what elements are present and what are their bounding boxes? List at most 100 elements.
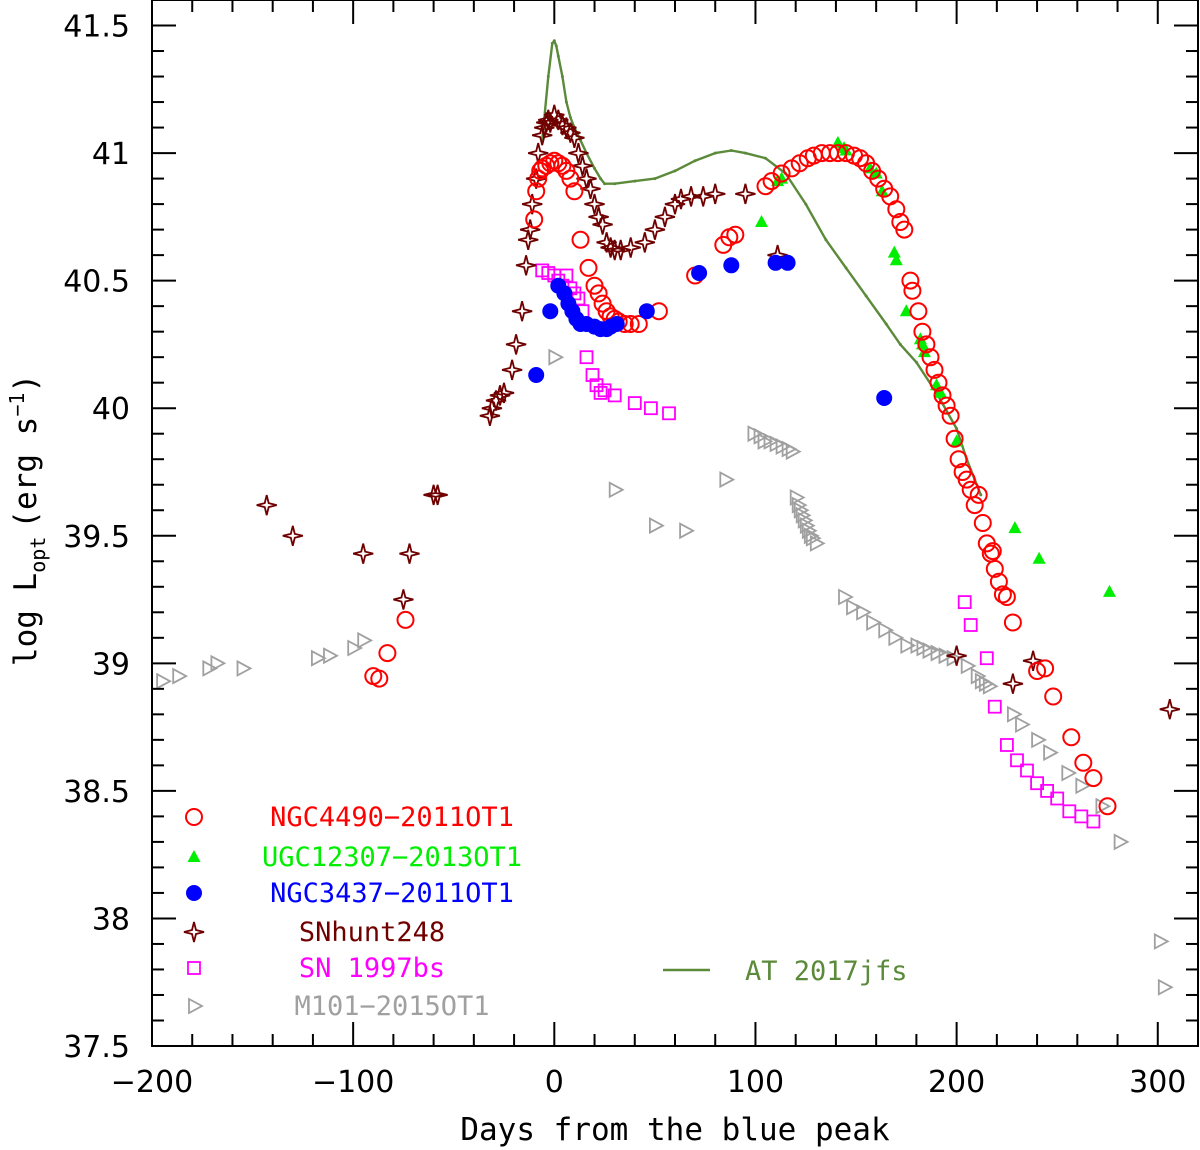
data-point-ngc4490-2011ot1 xyxy=(1028,662,1047,680)
data-point-ngc4490-2011ot1 xyxy=(983,542,1002,561)
data-point-m101-2015ot1 xyxy=(793,501,810,519)
data-point-ngc4490-2011ot1 xyxy=(901,271,920,290)
data-point-m101-2015ot1 xyxy=(866,613,882,632)
data-point-ugc12307-2013ot1 xyxy=(887,245,901,258)
data-point-ngc4490-2011ot1 xyxy=(579,258,598,277)
data-point-m101-2015ot1 xyxy=(785,443,802,461)
legend-label: NGC3437−2011OT1 xyxy=(270,878,514,909)
y-axis-label-subscript: opt xyxy=(26,537,50,573)
data-point-snhunt248 xyxy=(521,193,543,215)
data-point-ugc12307-2013ot1 xyxy=(755,215,768,227)
data-point-ngc4490-2011ot1 xyxy=(565,182,584,201)
data-point-m101-2015ot1 xyxy=(357,631,374,649)
data-point-ngc3437-2011ot1 xyxy=(876,390,893,406)
data-point-ngc4490-2011ot1 xyxy=(969,485,988,504)
data-point-sn-1997bs xyxy=(1010,753,1024,768)
data-point-at-2017jfs xyxy=(884,322,888,326)
data-point-m101-2015ot1 xyxy=(649,517,665,535)
data-point-at-2017jfs xyxy=(554,44,558,48)
legend-item-m101-2015ot1: M101−2015OT1 xyxy=(188,991,490,1022)
data-point-ugc12307-2013ot1 xyxy=(889,253,903,266)
data-point-snhunt248 xyxy=(1002,673,1024,694)
data-point-ngc3437-2011ot1 xyxy=(638,303,655,320)
y-tick-label: 41.5 xyxy=(63,10,130,45)
x-tick-label: 200 xyxy=(928,1065,985,1100)
data-point-ngc4490-2011ot1 xyxy=(529,169,548,188)
data-point-m101-2015ot1 xyxy=(1007,705,1023,723)
legend-marker xyxy=(185,808,203,826)
data-point-snhunt248 xyxy=(572,155,593,177)
data-point-ngc4490-2011ot1 xyxy=(941,406,960,425)
data-point-ngc4490-2011ot1 xyxy=(1062,728,1081,747)
data-point-ugc12307-2013ot1 xyxy=(1032,551,1046,564)
y-tick-label: 41 xyxy=(92,137,130,172)
data-point-snhunt248 xyxy=(644,219,666,240)
legend-marker xyxy=(183,921,205,943)
data-point-at-2017jfs xyxy=(804,202,808,206)
data-point-m101-2015ot1 xyxy=(1061,764,1078,782)
data-point-snhunt248 xyxy=(654,206,676,228)
data-point-snhunt248 xyxy=(580,178,601,200)
data-point-snhunt248 xyxy=(505,334,527,355)
data-point-snhunt248 xyxy=(282,525,304,547)
data-point-sn-1997bs xyxy=(1000,738,1014,752)
data-point-snhunt248 xyxy=(692,186,714,207)
legend-label: SNhunt248 xyxy=(299,917,445,948)
data-point-ngc4490-2011ot1 xyxy=(965,496,984,515)
data-point-m101-2015ot1 xyxy=(900,636,917,655)
data-point-snhunt248 xyxy=(517,229,539,251)
x-tick-labels: −200 −100 0 100 200 300 xyxy=(111,1065,1187,1100)
data-point-ngc3437-2011ot1 xyxy=(767,254,784,271)
data-point-ngc4490-2011ot1 xyxy=(997,588,1016,606)
data-point-m101-2015ot1 xyxy=(1031,731,1047,749)
legend-marker xyxy=(186,885,202,901)
data-point-at-2017jfs xyxy=(550,41,554,45)
data-point-ngc4490-2011ot1 xyxy=(887,200,906,219)
legend-label: UGC12307−2013OT1 xyxy=(262,842,522,873)
data-point-at-2017jfs xyxy=(743,151,747,155)
data-point-sn-1997bs xyxy=(589,378,604,393)
data-point-snhunt248 xyxy=(501,359,523,381)
data-point-at-2017jfs xyxy=(713,151,717,155)
y-tick-labels: 37.5 38 38.5 39 39.5 40 40.5 41 41.5 xyxy=(63,10,130,1065)
y-tick-label: 39.5 xyxy=(63,520,130,555)
legend-marker xyxy=(187,961,201,975)
y-tick-label: 40.5 xyxy=(63,265,130,300)
series-at-2017jfs xyxy=(540,39,983,497)
data-point-sn-1997bs xyxy=(963,618,978,632)
legend-item-snhunt248: SNhunt248 xyxy=(183,917,445,948)
data-point-at-2017jfs xyxy=(603,182,607,186)
data-point-ngc4490-2011ot1 xyxy=(921,348,940,367)
data-point-at-2017jfs xyxy=(560,75,564,78)
data-point-ngc4490-2011ot1 xyxy=(1044,687,1063,706)
data-point-m101-2015ot1 xyxy=(202,659,219,677)
data-point-snhunt248 xyxy=(946,645,967,666)
data-point-ngc4490-2011ot1 xyxy=(933,386,952,405)
data-point-m101-2015ot1 xyxy=(791,496,808,514)
data-point-at-2017jfs xyxy=(653,177,657,181)
data-point-sn-1997bs xyxy=(662,406,676,421)
data-point-at-2017jfs xyxy=(764,156,767,160)
data-point-at-2017jfs xyxy=(633,179,637,183)
data-point-sn-1997bs xyxy=(957,595,972,609)
y-axis-label-superscript: −1 xyxy=(5,393,29,417)
data-point-at-2017jfs xyxy=(564,100,568,104)
data-point-snhunt248 xyxy=(519,219,541,240)
legend-label: AT 2017jfs xyxy=(745,956,908,987)
legend-item-at-2017jfs: AT 2017jfs xyxy=(663,956,908,987)
y-tick-label: 38.5 xyxy=(63,775,130,810)
data-point-snhunt248 xyxy=(515,255,537,276)
data-point-m101-2015ot1 xyxy=(878,621,895,639)
data-point-m101-2015ot1 xyxy=(1113,833,1130,851)
data-point-m101-2015ot1 xyxy=(608,481,625,499)
data-point-at-2017jfs xyxy=(568,115,572,119)
data-point-ngc3437-2011ot1 xyxy=(608,316,625,332)
data-point-snhunt248 xyxy=(423,484,444,506)
data-point-ngc4490-2011ot1 xyxy=(869,169,888,188)
legend-item-ngc4490-2011ot1: NGC4490−2011OT1 xyxy=(185,802,514,833)
data-point-m101-2015ot1 xyxy=(1075,777,1092,795)
data-point-snhunt248 xyxy=(634,232,656,253)
data-point-m101-2015ot1 xyxy=(846,598,862,616)
data-point-at-2017jfs xyxy=(693,159,697,163)
